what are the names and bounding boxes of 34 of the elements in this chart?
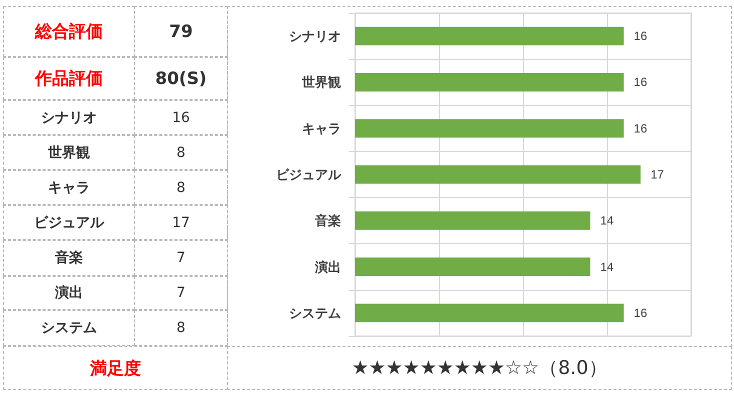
y-tick-label: 演出 bbox=[314, 259, 341, 274]
text: 7 bbox=[176, 285, 186, 301]
data-label: 16 bbox=[634, 75, 648, 90]
data-label: 16 bbox=[634, 306, 648, 320]
y-tick-label: シナリオ bbox=[289, 28, 341, 44]
data-label: 17 bbox=[650, 168, 664, 182]
text: シナリオ bbox=[41, 108, 97, 126]
text: ビジュアル bbox=[34, 214, 104, 232]
text: 作品評価 bbox=[35, 68, 103, 90]
text: 8 bbox=[176, 144, 186, 160]
data-label: 16 bbox=[634, 29, 648, 44]
text: 演出 bbox=[55, 284, 83, 302]
y-tick-label: 世界観 bbox=[301, 74, 341, 90]
data-label: 14 bbox=[600, 260, 614, 274]
text: キャラ bbox=[48, 178, 90, 196]
text: 満足度 bbox=[90, 358, 141, 380]
text: ★★★★★★★★★☆☆（8.0） bbox=[352, 356, 608, 381]
text: 音楽 bbox=[55, 249, 83, 267]
text: システム bbox=[41, 319, 97, 337]
y-tick-label: システム bbox=[289, 305, 341, 320]
text: 総合評価 bbox=[35, 21, 103, 43]
text: 17 bbox=[172, 214, 190, 230]
text: 8 bbox=[176, 320, 186, 336]
text: 16 bbox=[172, 110, 190, 126]
text: 世界観 bbox=[48, 144, 90, 162]
text: 80(S) bbox=[155, 68, 207, 88]
text: 7 bbox=[176, 250, 186, 266]
text: 79 bbox=[169, 22, 193, 42]
y-tick-label: ビジュアル bbox=[276, 167, 342, 182]
y-tick-label: 音楽 bbox=[314, 213, 341, 228]
data-label: 14 bbox=[600, 214, 614, 228]
data-label: 16 bbox=[634, 121, 648, 136]
y-tick-label: キャラ bbox=[302, 120, 341, 136]
text: 8 bbox=[176, 180, 186, 196]
